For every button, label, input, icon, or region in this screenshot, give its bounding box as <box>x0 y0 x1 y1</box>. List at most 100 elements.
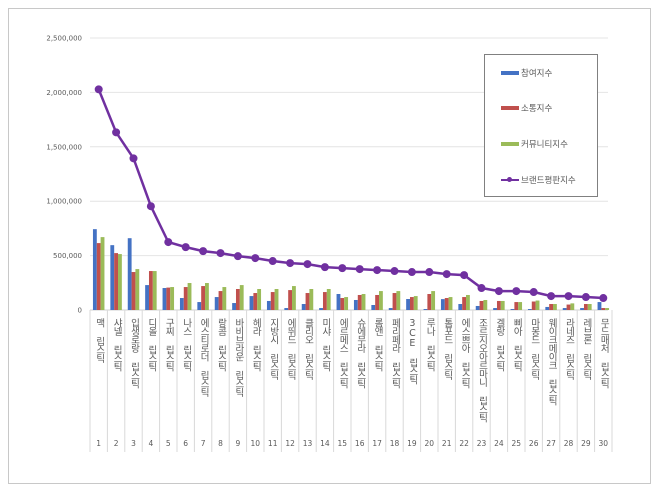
line-point-7 <box>199 247 208 256</box>
y-tick-label: 500,000 <box>53 252 82 260</box>
category-number: 22 <box>459 439 469 448</box>
category-number: 7 <box>201 439 206 448</box>
bar-1-16 <box>353 299 358 310</box>
bar-2-13 <box>305 293 310 310</box>
line-point-11 <box>268 257 277 266</box>
category-number: 1 <box>96 439 101 448</box>
line-point-25 <box>512 287 521 296</box>
legend: 참여지수 소통지수 커뮤니티지수 브랜드평판지수 <box>484 54 598 197</box>
legend-label: 소통지수 <box>521 104 553 114</box>
bar-3-6 <box>187 283 192 310</box>
line-point-3 <box>129 154 138 163</box>
bar-1-11 <box>266 300 271 310</box>
category-number: 17 <box>372 439 382 448</box>
bar-3-16 <box>361 294 366 310</box>
category-number: 23 <box>477 439 487 448</box>
category-number: 6 <box>183 439 188 448</box>
line-point-26 <box>529 288 538 297</box>
bar-2-8 <box>218 291 223 310</box>
bar-3-14 <box>326 289 331 310</box>
bar-2-3 <box>131 272 136 310</box>
category-label: 에스티로더 립스틱 <box>198 318 210 396</box>
bar-1-3 <box>127 238 132 310</box>
category-label: 톰포드 립스틱 <box>441 318 453 379</box>
legend-swatch <box>501 177 519 182</box>
category-number: 27 <box>546 439 556 448</box>
bar-1-7 <box>197 302 202 310</box>
y-tick-label: 2,000,000 <box>46 89 82 97</box>
category-number: 13 <box>303 439 313 448</box>
category-label: 미샤 립스틱 <box>319 318 331 371</box>
category-label: 페리페라 립스틱 <box>389 318 401 388</box>
bar-3-18 <box>396 291 401 310</box>
category-label: 웨이크메이크 립스틱 <box>546 318 558 405</box>
bar-1-27 <box>545 306 550 310</box>
bar-2-5 <box>166 287 171 310</box>
bar-1-22 <box>458 304 463 310</box>
line-point-17 <box>373 266 382 275</box>
category-label: 랑콤 립스틱 <box>215 318 227 371</box>
category-number: 2 <box>114 439 119 448</box>
line-point-5 <box>164 238 173 247</box>
bar-3-17 <box>379 291 383 310</box>
line-point-12 <box>286 259 295 268</box>
category-label: 입생로랑 립스틱 <box>128 318 140 388</box>
bar-3-22 <box>466 294 470 310</box>
category-label: 디올 립스틱 <box>145 318 157 371</box>
bar-2-4 <box>148 271 153 310</box>
category-label: 바비브라운 립스틱 <box>232 318 244 396</box>
line-point-27 <box>547 292 556 301</box>
legend-label: 참여지수 <box>521 69 553 79</box>
bar-1-21 <box>440 299 445 310</box>
bar-2-21 <box>444 298 449 310</box>
bar-1-9 <box>232 303 236 310</box>
line-point-19 <box>407 268 416 277</box>
bar-1-20 <box>423 309 428 310</box>
category-label: 구찌 립스틱 <box>163 318 175 371</box>
bar-3-8 <box>222 287 227 310</box>
bar-3-27 <box>553 304 557 310</box>
line-point-30 <box>599 294 608 303</box>
category-label: 롬앤 립스틱 <box>372 318 384 371</box>
bar-1-17 <box>371 304 376 310</box>
bar-2-25 <box>514 302 519 310</box>
bar-1-13 <box>301 304 306 310</box>
legend-item-participation: 참여지수 <box>501 67 552 79</box>
bar-2-16 <box>357 294 362 310</box>
legend-swatch <box>501 106 519 110</box>
bar-2-2 <box>114 253 119 310</box>
line-point-22 <box>460 271 469 280</box>
bar-3-23 <box>483 299 488 310</box>
bar-1-28 <box>562 308 567 310</box>
bar-2-18 <box>392 293 397 310</box>
category-label: 슈에무라 립스틱 <box>354 318 366 388</box>
bar-1-8 <box>214 297 219 310</box>
legend-label: 커뮤니티지수 <box>521 140 568 150</box>
category-number: 26 <box>529 439 539 448</box>
category-number: 14 <box>320 439 330 448</box>
legend-label: 브랜드평판지수 <box>521 176 576 186</box>
bar-2-27 <box>549 304 554 310</box>
bar-1-25 <box>510 309 515 310</box>
category-label: 라네즈 립스틱 <box>563 318 575 379</box>
line-point-8 <box>216 249 225 258</box>
line-point-10 <box>251 254 260 263</box>
bar-3-9 <box>239 285 244 310</box>
bar-3-15 <box>344 297 349 310</box>
line-point-6 <box>181 243 190 252</box>
category-number: 12 <box>285 439 295 448</box>
bar-1-30 <box>597 302 602 310</box>
legend-item-community: 커뮤니티지수 <box>501 138 568 150</box>
y-tick-label: 0 <box>78 307 82 315</box>
category-number: 8 <box>218 439 223 448</box>
bar-2-30 <box>601 308 606 310</box>
category-number: 9 <box>236 439 241 448</box>
line-point-4 <box>146 202 155 211</box>
line-point-23 <box>477 284 486 293</box>
category-label: 에르메스 립스틱 <box>337 318 349 388</box>
bar-3-7 <box>205 283 209 310</box>
category-label: 헤라 립스틱 <box>250 318 262 371</box>
bar-3-5 <box>170 287 175 310</box>
y-tick-label: 1,500,000 <box>46 143 82 151</box>
category-label: 나스 립스틱 <box>180 318 192 371</box>
